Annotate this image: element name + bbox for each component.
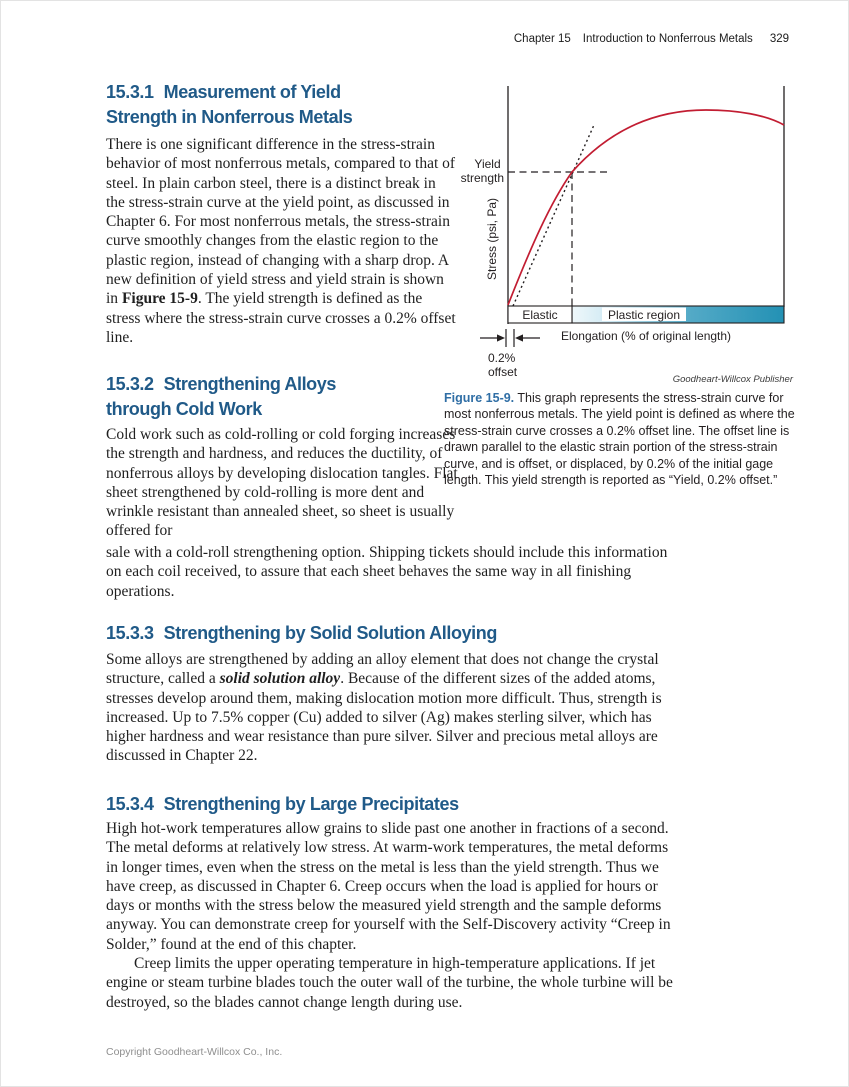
section-number: 15.3.2 xyxy=(106,374,154,394)
x-axis-label: Elongation (% of original length) xyxy=(561,329,731,343)
header-chapter-label: Chapter 15 xyxy=(513,33,571,45)
paragraph-15-3-4-part1: High hot-work temperatures allow grains … xyxy=(106,820,671,953)
yield-strength-label: Yield strength xyxy=(461,157,504,185)
section-heading-15-3-2: 15.3.2 Strengthening Alloys through Cold … xyxy=(106,372,666,422)
offset-label: 0.2% offset xyxy=(488,351,519,379)
stress-strain-graph: Elastic Plastic region Elongation (% of … xyxy=(461,86,785,379)
section-title-line: Strengthening Alloys xyxy=(163,374,337,394)
paragraph-15-3-4: High hot-work temperatures allow grains … xyxy=(106,819,674,1012)
page-header: Chapter 15 Introduction to Nonferrous Met… xyxy=(514,33,789,45)
section-number: 15.3.4 xyxy=(106,794,154,814)
paragraph-15-3-1: There is one significant difference in t… xyxy=(106,136,456,346)
section-title-line: Strengthening by Solid Solution Alloying xyxy=(163,623,498,643)
section-number: 15.3.1 xyxy=(106,82,154,102)
section-title-line: Strengthening by Large Precipitates xyxy=(163,794,459,814)
offset-dotted-line xyxy=(512,124,595,307)
offset-arrow-left-icon xyxy=(515,334,523,342)
section-title-line: Strength in Nonferrous Metals xyxy=(106,107,353,127)
figure-caption: Figure 15-9. This graph represents the s… xyxy=(444,390,798,488)
plastic-region-label: Plastic region xyxy=(608,308,680,322)
plastic-label-background xyxy=(602,307,686,321)
header-page-number: 329 xyxy=(769,33,789,45)
section-number: 15.3.3 xyxy=(106,623,154,643)
section-heading-15-3-4: 15.3.4 Strengthening by Large Precipitate… xyxy=(106,792,666,817)
paragraph-15-3-2-narrow: Cold work such as cold-rolling or cold f… xyxy=(106,426,458,540)
header-section-title: Introduction to Nonferrous Metals xyxy=(582,33,753,45)
stress-strain-curve xyxy=(507,109,785,306)
elastic-region-label: Elastic xyxy=(522,308,557,322)
figure-caption-label: Figure 15-9. xyxy=(444,391,515,405)
offset-arrow-right-icon xyxy=(497,334,505,342)
paragraph-15-3-2-wide: sale with a cold-roll strengthening opti… xyxy=(106,544,668,600)
paragraph-15-3-4-part2: Creep limits the upper operating tempera… xyxy=(106,955,673,1011)
offset-indicator xyxy=(480,329,540,347)
figure-caption-text: This graph represents the stress-strain … xyxy=(444,391,795,488)
paragraph-15-3-3: Some alloys are strengthened by adding a… xyxy=(106,651,662,765)
elastic-region-band xyxy=(507,305,573,324)
y-axis-label: Stress (psi, Pa) xyxy=(485,198,499,280)
section-title-line: Measurement of Yield xyxy=(163,82,341,102)
figure-credit: Goodheart-Willcox Publisher xyxy=(672,374,793,385)
section-title-line: through Cold Work xyxy=(106,399,262,419)
section-heading-15-3-3: 15.3.3 Strengthening by Solid Solution Al… xyxy=(106,621,666,646)
section-heading-15-3-1: 15.3.1 Measurement of Yield Strength in N… xyxy=(106,80,666,130)
copyright-footer: Copyright Goodheart-Willcox Co., Inc. xyxy=(106,1046,283,1058)
